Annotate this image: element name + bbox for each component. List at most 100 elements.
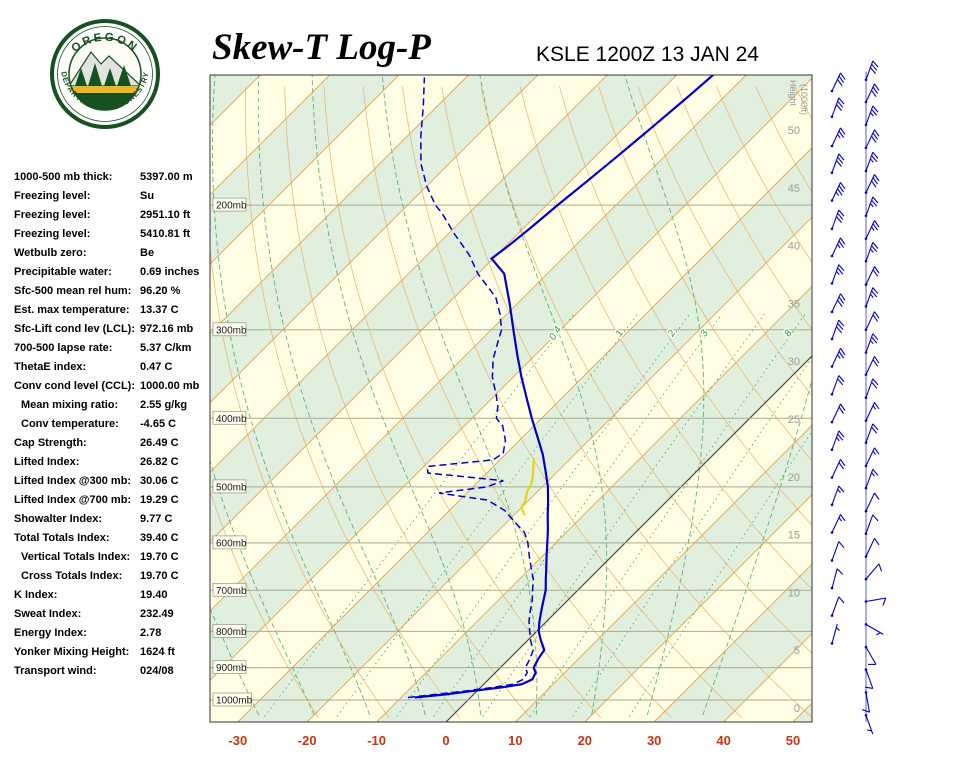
index-value: 19.40 — [140, 588, 168, 601]
index-label: Yonker Mixing Height: — [14, 645, 130, 658]
index-row: Freezing level: 5410.81 ft — [14, 224, 214, 243]
index-row: Sfc-500 mean rel hum: 96.20 % — [14, 281, 214, 300]
svg-text:25: 25 — [788, 414, 800, 426]
svg-text:50: 50 — [786, 733, 800, 748]
index-label: Conv cond level (CCL): — [14, 379, 136, 392]
index-row: Conv cond level (CCL): 1000.00 mb — [14, 376, 214, 395]
svg-text:Height: Height — [788, 80, 798, 107]
logo-inner-ring-line — [57, 26, 153, 122]
plot-area — [210, 75, 812, 722]
svg-text:5: 5 — [794, 645, 800, 657]
index-value: 13.37 C — [140, 303, 179, 316]
index-row: Freezing level: 2951.10 ft — [14, 205, 214, 224]
svg-text:800mb: 800mb — [216, 627, 247, 638]
index-value: 9.77 C — [140, 512, 173, 525]
height-axis-labels: 0 5 10 15 20 25 30 35 40 45 50 Height (1000ft) — [788, 80, 809, 715]
svg-text:35: 35 — [788, 298, 800, 310]
index-label: Sfc-500 mean rel hum: — [14, 284, 132, 297]
svg-text:700mb: 700mb — [216, 586, 247, 597]
svg-text:20: 20 — [578, 733, 592, 748]
index-row: Freezing level: Su — [14, 186, 214, 205]
svg-text:30: 30 — [647, 733, 661, 748]
temperature-profile-line — [414, 75, 715, 699]
index-row: Total Totals Index: 39.40 C — [14, 528, 214, 547]
svg-text:600mb: 600mb — [216, 538, 247, 549]
index-value: -4.65 C — [140, 417, 177, 430]
index-label: Freezing level: — [14, 189, 91, 202]
index-label: Sfc-Lift cond lev (LCL): — [14, 322, 135, 335]
index-label: Transport wind: — [14, 664, 97, 677]
index-value: 26.49 C — [140, 436, 179, 449]
index-label: K Index: — [14, 588, 58, 601]
index-row: Est. max temperature: 13.37 C — [14, 300, 214, 319]
dewpoint-profile-line — [407, 77, 535, 699]
pressure-gridlines — [210, 204, 812, 701]
index-label: Mean mixing ratio: — [21, 398, 119, 411]
mixing-ratio-lines — [264, 313, 812, 717]
index-label: Conv temperature: — [21, 417, 119, 430]
index-label: Showalter Index: — [14, 512, 103, 525]
svg-text:45: 45 — [788, 183, 800, 195]
isotherm-lines — [210, 75, 812, 722]
index-row: Wetbulb zero: Be — [14, 243, 214, 262]
svg-text:0: 0 — [794, 703, 800, 715]
index-row: Cross Totals Index: 19.70 C — [14, 566, 214, 585]
index-label: Wetbulb zero: — [14, 246, 87, 259]
index-value: 19.70 C — [140, 550, 179, 563]
svg-text:-20: -20 — [298, 733, 317, 748]
index-row: Conv temperature: -4.65 C — [14, 414, 214, 433]
index-value: 232.49 — [140, 607, 174, 620]
index-label: Vertical Totals Index: — [21, 550, 131, 563]
svg-text:0: 0 — [442, 733, 449, 748]
index-value: 2.78 — [140, 626, 162, 639]
svg-text:200mb: 200mb — [216, 201, 247, 212]
index-value: 26.82 C — [140, 455, 179, 468]
logo-emblem-border — [68, 37, 142, 111]
wind-barbs-axis — [861, 60, 887, 735]
index-row: Transport wind: 024/08 — [14, 661, 214, 680]
index-row: Precipitable water: 0.69 inches — [14, 262, 214, 281]
index-row: Sfc-Lift cond lev (LCL): 972.16 mb — [14, 319, 214, 338]
plot-border — [209, 74, 813, 723]
index-label: Energy Index: — [14, 626, 87, 639]
temp-axis-labels: -30 -20 -10 0 10 20 30 40 50 — [228, 733, 800, 748]
index-value: 96.20 % — [140, 284, 181, 297]
index-label: Sweat Index: — [14, 607, 82, 620]
svg-text:30: 30 — [788, 356, 800, 368]
index-value: 2951.10 ft — [140, 208, 191, 221]
index-value: 19.29 C — [140, 493, 179, 506]
index-label: Lifted Index @300 mb: — [14, 474, 132, 487]
index-row: ThetaE index: 0.47 C — [14, 357, 214, 376]
index-row: Vertical Totals Index: 19.70 C — [14, 547, 214, 566]
index-label: 700-500 lapse rate: — [14, 341, 113, 354]
svg-text:10: 10 — [508, 733, 522, 748]
index-row: Mean mixing ratio: 2.55 g/kg — [14, 395, 214, 414]
index-value: 39.40 C — [140, 531, 179, 544]
svg-text:(1000ft): (1000ft) — [799, 84, 809, 115]
index-value: 30.06 C — [140, 474, 179, 487]
svg-text:900mb: 900mb — [216, 663, 247, 674]
index-value: 024/08 — [140, 664, 174, 677]
index-label: Total Totals Index: — [14, 531, 110, 544]
index-value: Be — [140, 246, 155, 259]
index-value: 0.47 C — [140, 360, 173, 373]
index-row: Lifted Index @700 mb: 19.29 C — [14, 490, 214, 509]
index-value: 5397.00 m — [140, 170, 193, 183]
index-value: 0.69 inches — [140, 265, 200, 278]
index-value: 972.16 mb — [140, 322, 194, 335]
index-row: Lifted Index @300 mb: 30.06 C — [14, 471, 214, 490]
index-row: Showalter Index: 9.77 C — [14, 509, 214, 528]
index-label: Cross Totals Index: — [21, 569, 123, 582]
index-label: Lifted Index: — [14, 455, 80, 468]
index-row: Lifted Index: 26.82 C — [14, 452, 214, 471]
pressure-labels: 200mb 300mb 400mb 500mb 600mb 700mb 800mb 900mb… — [212, 197, 253, 707]
page-title: Skew-T Log-P — [212, 27, 431, 68]
index-label: Precipitable water: — [14, 265, 112, 278]
indices-panel: 1000-500 mb thick: 5397.00 m Freezing leve… — [14, 167, 214, 680]
svg-text:-30: -30 — [228, 733, 247, 748]
index-row: Cap Strength: 26.49 C — [14, 433, 214, 452]
svg-text:40: 40 — [788, 241, 800, 253]
station-label: KSLE 1200Z 13 JAN 24 — [536, 43, 759, 66]
index-value: 5.37 C/km — [140, 341, 192, 354]
